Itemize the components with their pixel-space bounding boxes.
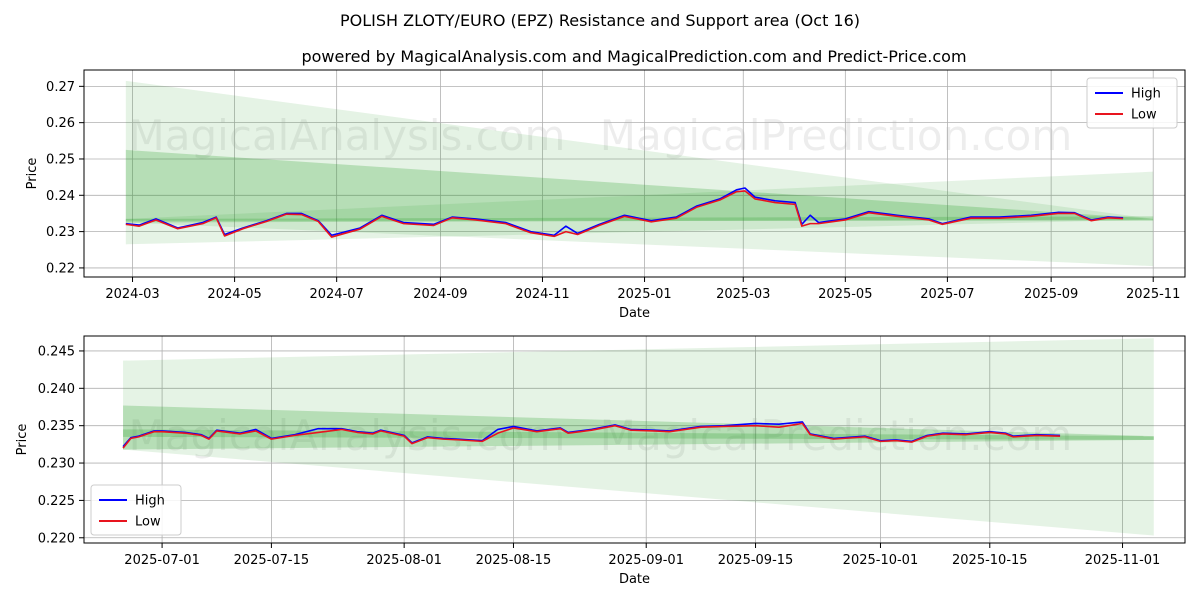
bands — [125, 80, 1154, 267]
legend-label-high: High — [1131, 87, 1161, 102]
watermark-text: MagicalPrediction.com — [600, 411, 1073, 460]
series-line-low — [125, 190, 1124, 238]
support-resistance-band — [123, 429, 1154, 440]
x-axis-label: Date — [619, 306, 650, 321]
panel-bottom: MagicalAnalysis.com MagicalPrediction.com… — [15, 335, 1186, 587]
x-tick-label: 2025-10-01 — [843, 553, 919, 568]
series-line-low — [122, 422, 1061, 449]
x-tick-label: 2024-11 — [515, 287, 569, 302]
y-axis-label: Price — [25, 158, 40, 190]
bands — [123, 338, 1154, 536]
support-resistance-band — [125, 149, 1154, 223]
x-tick-label: 2025-08-01 — [366, 553, 442, 568]
axes-frame — [83, 69, 1186, 278]
x-tick-label: 2025-01 — [617, 287, 671, 302]
series-group — [122, 421, 1061, 449]
y-tick-label: 0.27 — [46, 80, 75, 95]
watermark-text: MagicalAnalysis.com — [129, 111, 566, 160]
y-tick-label: 0.24 — [46, 189, 75, 204]
y-tick-label: 0.23 — [46, 225, 75, 240]
chart-title: POLISH ZLOTY/EURO (EPZ) Resistance and S… — [340, 11, 860, 30]
x-tick-label: 2024-07 — [309, 287, 363, 302]
y-tick-label: 0.230 — [38, 457, 75, 472]
x-tick-label: 2025-09 — [1024, 287, 1078, 302]
y-tick-label: 0.245 — [38, 344, 75, 359]
chart-subtitle: powered by MagicalAnalysis.com and Magic… — [301, 47, 966, 66]
y-tick-label: 0.26 — [46, 116, 75, 131]
x-tick-label: 2025-08-15 — [476, 553, 552, 568]
legend-label-low: Low — [1131, 108, 1157, 123]
legend: High Low — [1086, 77, 1178, 129]
support-resistance-band — [125, 80, 1154, 245]
legend: High Low — [90, 484, 182, 536]
y-tick-label: 0.225 — [38, 494, 75, 509]
series-group — [125, 187, 1124, 238]
y-axis-label: Price — [15, 424, 30, 456]
x-tick-label: 2025-11 — [1126, 287, 1180, 302]
legend-box — [1086, 77, 1178, 129]
x-tick-label: 2025-05 — [818, 287, 872, 302]
x-tick-label: 2025-10-15 — [952, 553, 1028, 568]
y-tick-label: 0.235 — [38, 419, 75, 434]
y-tick-label: 0.240 — [38, 382, 75, 397]
axes-frame — [83, 335, 1186, 544]
x-tick-label: 2025-07-15 — [234, 553, 310, 568]
y-tick-label: 0.22 — [46, 261, 75, 276]
legend-label-high: High — [135, 494, 165, 509]
x-tick-label: 2025-09-01 — [608, 553, 684, 568]
legend-box — [90, 484, 182, 536]
watermark-text: MagicalPrediction.com — [600, 111, 1073, 160]
x-axis-label: Date — [619, 572, 650, 587]
x-tick-label: 2024-09 — [413, 287, 467, 302]
x-tick-label: 2025-09-15 — [718, 553, 794, 568]
x-tick-label: 2025-03 — [716, 287, 770, 302]
x-tick-label: 2025-07-01 — [124, 553, 200, 568]
x-tick-label: 2025-11-01 — [1085, 553, 1161, 568]
grid — [84, 336, 1185, 543]
y-tick-label: 0.25 — [46, 152, 75, 167]
support-resistance-band — [123, 405, 1154, 450]
x-tick-label: 2024-05 — [207, 287, 261, 302]
x-tick-label: 2024-03 — [105, 287, 159, 302]
grid — [84, 70, 1185, 277]
x-tick-label: 2025-07 — [920, 287, 974, 302]
support-resistance-band — [123, 338, 1154, 536]
panel-top: MagicalAnalysis.com MagicalPrediction.com… — [25, 69, 1186, 321]
legend-label-low: Low — [135, 515, 161, 530]
y-tick-label: 0.220 — [38, 531, 75, 546]
